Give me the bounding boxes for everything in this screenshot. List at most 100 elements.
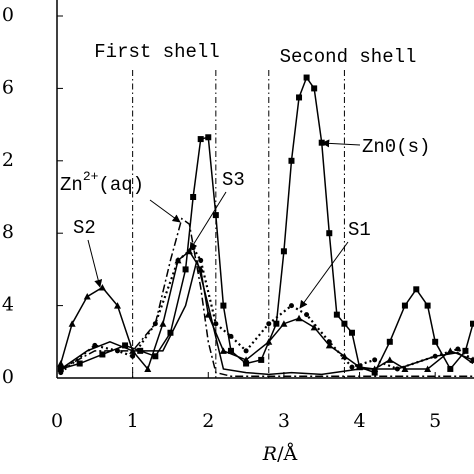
marker	[340, 352, 348, 360]
marker	[114, 302, 122, 309]
marker	[470, 320, 474, 327]
x-tick-label: 1	[127, 410, 139, 432]
marker	[372, 357, 378, 363]
marker	[152, 321, 158, 327]
marker	[288, 157, 295, 164]
arrow	[149, 199, 181, 223]
x-axis-label: R/Å	[262, 443, 298, 465]
y-tick-label: 6	[2, 76, 14, 98]
marker	[462, 347, 469, 354]
series-line	[60, 246, 474, 374]
marker	[220, 302, 227, 309]
marker	[198, 257, 204, 263]
marker	[205, 134, 212, 141]
y-tick-label: 2	[2, 149, 14, 171]
x-label-var: R	[262, 443, 277, 465]
marker	[371, 369, 378, 376]
marker	[288, 303, 294, 309]
marker	[304, 312, 310, 318]
annotation: S3	[222, 169, 245, 191]
marker	[348, 329, 355, 336]
marker	[349, 364, 355, 370]
marker	[413, 286, 420, 293]
marker	[401, 302, 408, 309]
marker	[57, 360, 65, 367]
marker	[326, 230, 333, 237]
marker	[98, 284, 106, 291]
y-tick-label: 0	[2, 366, 14, 388]
arrow	[87, 239, 103, 288]
annotation: S1	[348, 219, 371, 241]
marker	[295, 314, 303, 322]
arrow	[189, 191, 227, 251]
marker	[424, 365, 432, 372]
y-tick-label: 4	[2, 294, 14, 316]
marker	[280, 320, 288, 327]
marker	[326, 339, 332, 345]
marker	[311, 85, 318, 92]
marker	[68, 320, 76, 327]
marker	[152, 353, 159, 360]
marker	[386, 356, 394, 363]
x-tick-label: 4	[353, 410, 365, 432]
marker	[76, 360, 83, 367]
marker	[227, 347, 234, 354]
annotation: S2	[73, 217, 96, 239]
marker	[265, 338, 273, 345]
marker	[130, 353, 136, 359]
marker	[424, 302, 431, 309]
marker	[432, 338, 439, 345]
marker	[83, 293, 91, 300]
marker	[159, 320, 167, 327]
marker	[58, 370, 64, 376]
marker	[185, 247, 193, 255]
shell-label: First shell	[94, 41, 219, 63]
marker	[122, 342, 129, 349]
series-line	[60, 75, 474, 374]
y-tick-label: 0	[2, 4, 14, 26]
marker	[212, 212, 219, 219]
marker	[447, 365, 454, 372]
annotation: Zn2+(aq)	[60, 169, 144, 196]
x-tick-label: 0	[51, 410, 63, 432]
marker	[197, 136, 204, 143]
marker	[99, 351, 106, 358]
annotation-sup: 2+	[83, 169, 99, 184]
marker	[190, 194, 197, 200]
x-label-unit: /Å	[277, 443, 297, 465]
marker	[213, 321, 219, 327]
x-tick-label: 2	[202, 410, 214, 432]
marker	[401, 365, 409, 372]
marker	[333, 311, 340, 318]
marker	[219, 347, 227, 354]
x-tick-label: 3	[278, 410, 290, 432]
marker	[341, 320, 348, 327]
shell-label: Second shell	[280, 46, 417, 68]
marker	[455, 346, 461, 352]
marker	[310, 323, 318, 331]
marker	[296, 94, 303, 101]
arrow	[299, 241, 349, 309]
annotation-part: Zn	[60, 174, 83, 196]
marker	[325, 341, 333, 349]
series-line	[60, 217, 473, 377]
marker	[386, 338, 393, 345]
annotation: Zn0(s)	[362, 136, 430, 158]
marker	[182, 266, 189, 273]
marker	[273, 320, 280, 327]
marker	[258, 356, 265, 363]
marker	[266, 321, 272, 327]
marker	[280, 248, 287, 255]
x-tick-label: 5	[429, 410, 441, 432]
marker	[243, 348, 249, 354]
y-tick-label: 8	[2, 221, 14, 243]
arrow	[321, 139, 361, 148]
marker	[242, 356, 250, 363]
marker	[144, 365, 152, 372]
marker	[470, 357, 474, 363]
marker	[303, 74, 310, 81]
marker	[243, 360, 250, 367]
marker	[228, 333, 234, 339]
marker	[175, 257, 181, 263]
